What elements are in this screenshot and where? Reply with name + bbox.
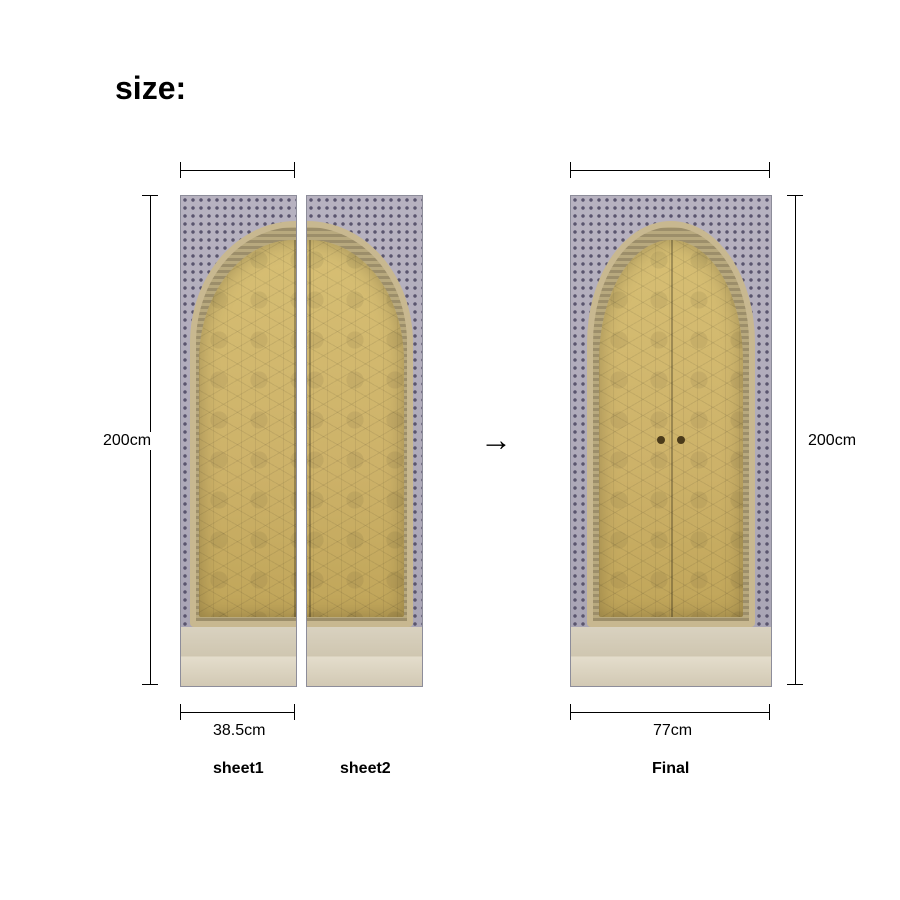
door-seam: [309, 240, 311, 617]
dim-line-top-sheet: [180, 170, 295, 171]
arrow-icon: →: [480, 422, 512, 459]
floor-step: [571, 627, 771, 686]
door-surface: [199, 240, 297, 617]
final-width-label: 77cm: [650, 722, 695, 740]
dim-cap: [142, 684, 158, 685]
dim-cap: [570, 704, 571, 720]
dim-cap: [787, 684, 803, 685]
dim-cap: [294, 162, 295, 178]
floor-step: [181, 627, 296, 686]
dim-cap: [180, 704, 181, 720]
dim-cap: [294, 704, 295, 720]
door-surface: [306, 240, 404, 617]
dim-cap: [180, 162, 181, 178]
door-seam: [671, 240, 673, 617]
dim-cap: [769, 162, 770, 178]
door-seam: [294, 240, 296, 617]
sheet2-panel: [306, 195, 423, 687]
door-knob-left: [657, 436, 665, 444]
dim-cap: [570, 162, 571, 178]
sheet-width-label: 38.5cm: [210, 722, 268, 740]
dim-line-top-final: [570, 170, 770, 171]
dim-cap: [142, 195, 158, 196]
door-surface: [599, 240, 743, 617]
final-height-label: 200cm: [805, 432, 859, 450]
sheet1-panel: [180, 195, 297, 687]
sheet2-label: sheet2: [340, 760, 391, 778]
size-title: size:: [115, 70, 186, 107]
final-panel: [570, 195, 772, 687]
door-knob-right: [677, 436, 685, 444]
height-label: 200cm: [100, 432, 154, 450]
dim-cap: [769, 704, 770, 720]
dim-line-right-height: [795, 195, 796, 685]
floor-step: [307, 627, 422, 686]
dim-cap: [787, 195, 803, 196]
final-label: Final: [652, 760, 689, 778]
sheet1-label: sheet1: [213, 760, 264, 778]
dim-line-bottom-final: [570, 712, 770, 713]
dim-line-bottom-sheet: [180, 712, 295, 713]
